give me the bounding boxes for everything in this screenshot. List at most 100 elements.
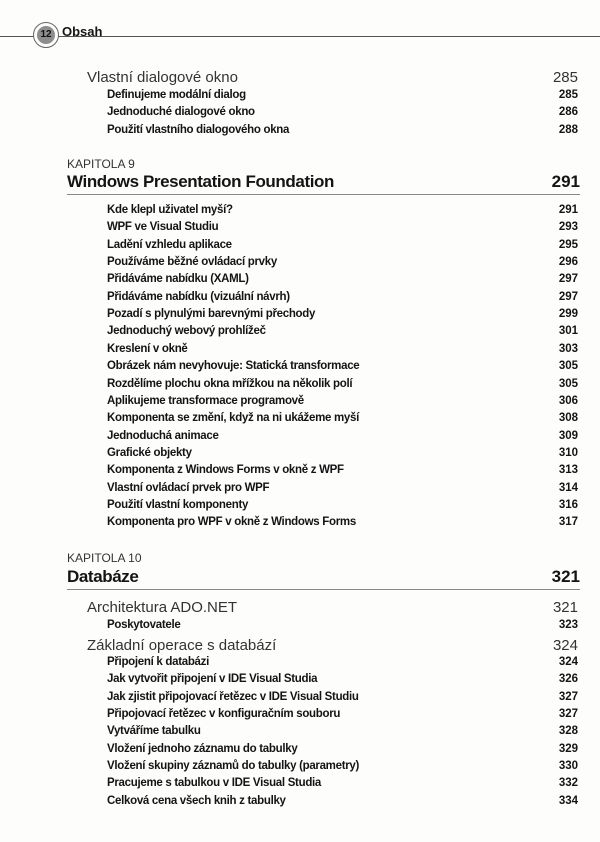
toc-entry-page: 314	[558, 481, 578, 494]
toc-entry[interactable]: Používáme běžné ovládací prvky 296	[0, 256, 600, 273]
toc-entry-title: Komponenta z Windows Forms v okně z WPF	[107, 464, 344, 477]
toc-entry-title: Vložení jednoho záznamu do tabulky	[107, 742, 298, 755]
toc-entry-title: Komponenta se změní, když na ni ukážeme …	[107, 412, 360, 425]
toc-entry[interactable]: Celková cena všech knih z tabulky 334	[0, 795, 600, 812]
toc-entry-title: Použití vlastního dialogového okna	[107, 123, 290, 136]
toc-entry-page: 327	[558, 690, 578, 703]
toc-entry-title: Architektura ADO.NET	[87, 599, 238, 616]
toc-entry-page: 327	[558, 708, 578, 721]
toc-entry-page: 291	[558, 204, 578, 216]
chapter-9-heading[interactable]: Windows Presentation Foundation 291	[67, 172, 580, 195]
toc-entry-page: 303	[558, 342, 578, 355]
toc-entry-title: Kde klepl uživatel myší?	[107, 204, 233, 216]
toc-entry-title: Ladění vzhledu aplikace	[107, 238, 232, 251]
toc-entry-page: 308	[558, 412, 578, 425]
chapter-page: 321	[551, 567, 580, 586]
toc-entry-title: Definujeme modální dialog	[107, 89, 246, 101]
chapter-page: 291	[551, 172, 580, 191]
toc-entry-page: 323	[558, 619, 578, 631]
toc-entry-title: Rozdělíme plochu okna mřížkou na několik…	[107, 377, 353, 390]
toc-entry[interactable]: Přidáváme nabídku (vizuální návrh) 297	[0, 291, 600, 308]
toc-entry-page: 329	[558, 742, 578, 755]
toc-entry[interactable]: Definujeme modální dialog 285	[0, 89, 600, 106]
toc-entry-title: Přidáváme nabídku (vizuální návrh)	[107, 290, 290, 303]
toc-entry[interactable]: Vložení jednoho záznamu do tabulky 329	[0, 743, 600, 760]
toc-entry-page: 305	[558, 360, 578, 373]
toc-entry[interactable]: Poskytovatele 323	[0, 619, 600, 636]
toc-entry-title: Kreslení v okně	[107, 342, 188, 355]
toc-entry[interactable]: Jak vytvořit připojení v IDE Visual Stud…	[0, 673, 600, 690]
toc-entry-title: Grafické objekty	[107, 446, 192, 459]
toc-entry[interactable]: Komponenta se změní, když na ni ukážeme …	[0, 412, 600, 429]
toc-entry-title: Vložení skupiny záznamů do tabulky (para…	[107, 760, 360, 773]
toc-entry[interactable]: Grafické objekty 310	[0, 447, 600, 464]
toc-entry[interactable]: Kreslení v okně 303	[0, 343, 600, 360]
toc-entry-title: Vytváříme tabulku	[107, 725, 201, 738]
toc-entry[interactable]: Jak zjistit připojovací řetězec v IDE Vi…	[0, 691, 600, 708]
toc-entry[interactable]: Pracujeme s tabulkou v IDE Visual Studia…	[0, 777, 600, 794]
toc-entry[interactable]: Vlastní ovládací prvek pro WPF 314	[0, 482, 600, 499]
toc-entry[interactable]: Jednoduchá animace 309	[0, 430, 600, 447]
toc-entry-page: 334	[558, 794, 578, 807]
toc-entry[interactable]: Aplikujeme transformace programově 306	[0, 395, 600, 412]
toc-section[interactable]: Základní operace s databází 324	[0, 637, 600, 657]
toc-entry[interactable]: Použití vlastní komponenty 316	[0, 499, 600, 516]
chapter-10-label: KAPITOLA 10	[67, 551, 142, 565]
toc-entry-title: Obrázek nám nevyhovuje: Statická transfo…	[107, 360, 360, 373]
toc-entry[interactable]: Přidáváme nabídku (XAML) 297	[0, 273, 600, 290]
toc-section[interactable]: Vlastní dialogové okno 285	[0, 69, 600, 89]
toc-entry-title: Vlastní dialogové okno	[87, 69, 238, 86]
toc-entry-page: 299	[558, 308, 578, 321]
toc-entry[interactable]: Obrázek nám nevyhovuje: Statická transfo…	[0, 360, 600, 377]
toc-entry-page: 301	[558, 325, 578, 338]
toc-entry[interactable]: Komponenta z Windows Forms v okně z WPF 3…	[0, 464, 600, 481]
toc-entry-page: 313	[558, 464, 578, 477]
toc-entry-title: Jednoduchá animace	[107, 429, 219, 442]
page-number-badge: 12	[33, 22, 59, 48]
toc-entry-page: 326	[558, 673, 578, 686]
toc-entry[interactable]: Připojovací řetězec v konfiguračním soub…	[0, 708, 600, 725]
toc-entry-page: 297	[558, 290, 578, 303]
toc-section[interactable]: Architektura ADO.NET 321	[0, 599, 600, 619]
toc-entry-title: Vlastní ovládací prvek pro WPF	[107, 481, 270, 494]
toc-entry-title: Přidáváme nabídku (XAML)	[107, 273, 249, 286]
toc-entry[interactable]: Vložení skupiny záznamů do tabulky (para…	[0, 760, 600, 777]
toc-entry[interactable]: Jednoduchý webový prohlížeč 301	[0, 325, 600, 342]
toc-entry-page: 288	[558, 123, 578, 136]
toc-entry[interactable]: Jednoduché dialogové okno 286	[0, 106, 600, 123]
toc-entry[interactable]: WPF ve Visual Studiu 293	[0, 221, 600, 238]
toc-entry-title: Celková cena všech knih z tabulky	[107, 794, 286, 807]
toc-entry-title: Pracujeme s tabulkou v IDE Visual Studia	[107, 777, 322, 790]
toc-entry-title: Připojení k databázi	[107, 656, 209, 668]
toc-entry-title: Poskytovatele	[107, 619, 181, 631]
toc-entry-title: Jednoduchý webový prohlížeč	[107, 325, 266, 338]
toc-entry[interactable]: Rozdělíme plochu okna mřížkou na několik…	[0, 378, 600, 395]
toc-entry-page: 321	[552, 599, 578, 616]
toc-entry-title: Jednoduché dialogové okno	[107, 106, 255, 119]
toc-entry-page: 316	[558, 498, 578, 511]
toc-entry-page: 332	[558, 777, 578, 790]
toc-entry[interactable]: Komponenta pro WPF v okně z Windows Form…	[0, 516, 600, 533]
toc-entry-title: Aplikujeme transformace programově	[107, 394, 304, 407]
chapter-title: Windows Presentation Foundation	[67, 172, 334, 191]
toc-entry-page: 309	[558, 429, 578, 442]
toc-entry-page: 317	[558, 516, 578, 529]
toc-entry-title: WPF ve Visual Studiu	[107, 221, 219, 234]
toc-entry[interactable]: Použití vlastního dialogového okna 288	[0, 124, 600, 141]
toc-entry-page: 286	[558, 106, 578, 119]
toc-entry-page: 305	[558, 377, 578, 390]
toc-entry[interactable]: Ladění vzhledu aplikace 295	[0, 239, 600, 256]
header-rule	[0, 36, 600, 37]
toc-entry-title: Jak zjistit připojovací řetězec v IDE Vi…	[107, 690, 359, 703]
toc-entry[interactable]: Pozadí s plynulými barevnými přechody 299	[0, 308, 600, 325]
toc-entry[interactable]: Připojení k databázi 324	[0, 656, 600, 673]
toc-entry[interactable]: Vytváříme tabulku 328	[0, 725, 600, 742]
toc-entry-page: 293	[558, 221, 578, 234]
chapter-title: Databáze	[67, 567, 139, 586]
toc-entry-title: Jak vytvořit připojení v IDE Visual Stud…	[107, 673, 318, 686]
toc-entry-page: 328	[558, 725, 578, 738]
toc-entry[interactable]: Kde klepl uživatel myší? 291	[0, 204, 600, 221]
toc-entry-page: 306	[558, 394, 578, 407]
toc-entry-page: 324	[558, 656, 578, 668]
chapter-10-heading[interactable]: Databáze 321	[67, 567, 580, 590]
